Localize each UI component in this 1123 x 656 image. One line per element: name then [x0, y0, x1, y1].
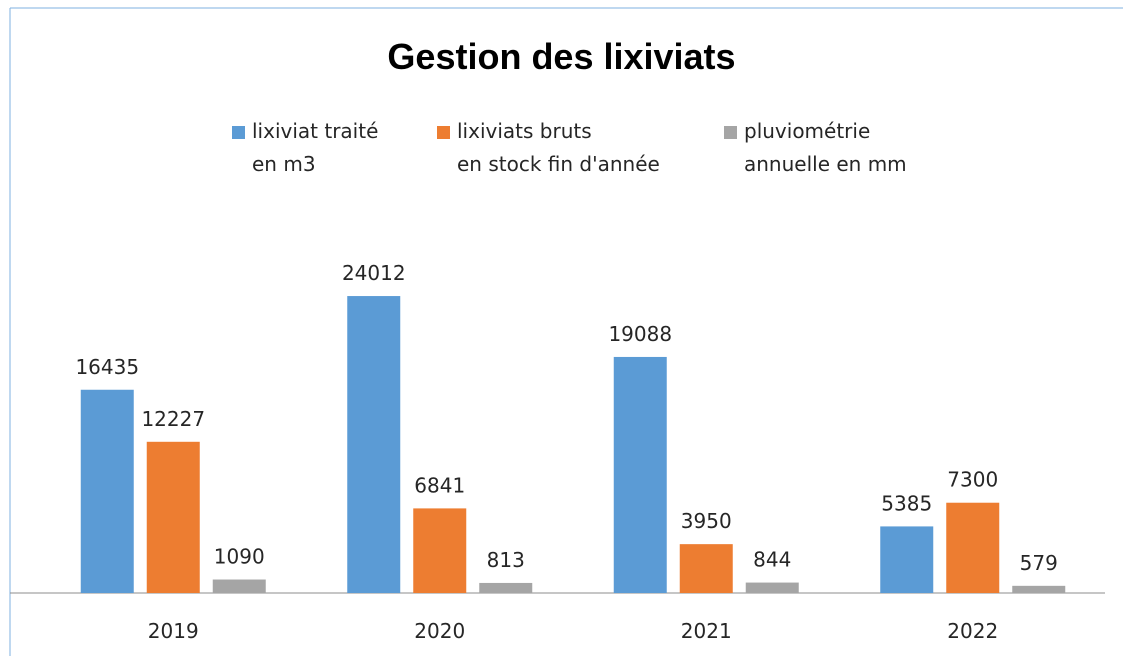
bar — [679, 544, 733, 593]
chart-title: Gestion des lixiviats — [387, 36, 736, 77]
legend-swatch — [232, 126, 245, 139]
legend-label: pluviométrie annuelle en mm — [744, 119, 907, 176]
legend-label: lixiviat traité en m3 — [252, 119, 379, 176]
x-tick-label: 2019 — [148, 619, 199, 643]
value-label: 813 — [487, 548, 525, 572]
value-label: 19088 — [608, 322, 672, 346]
bar — [413, 508, 467, 593]
bar — [146, 441, 200, 593]
legend-swatch — [437, 126, 450, 139]
legend-swatch — [724, 126, 737, 139]
bar — [613, 356, 667, 593]
bar — [479, 582, 533, 593]
value-label: 844 — [753, 548, 791, 572]
value-label: 24012 — [342, 261, 406, 285]
bar — [880, 526, 934, 593]
value-label: 579 — [1020, 551, 1058, 575]
value-label: 5385 — [881, 491, 932, 515]
value-label: 16435 — [75, 355, 139, 379]
bar — [745, 582, 799, 593]
bar — [212, 579, 266, 593]
value-label: 1090 — [214, 545, 265, 569]
value-label: 7300 — [947, 468, 998, 492]
x-tick-label: 2022 — [947, 619, 998, 643]
bar — [1012, 585, 1066, 593]
x-tick-label: 2021 — [681, 619, 732, 643]
bar — [80, 389, 134, 593]
x-tick-label: 2020 — [414, 619, 465, 643]
bar — [946, 502, 1000, 593]
value-label: 3950 — [681, 509, 732, 533]
value-label: 12227 — [141, 407, 205, 431]
legend-label: lixiviats bruts en stock fin d'année — [457, 119, 660, 176]
bar — [347, 296, 401, 593]
legend-item: pluviométrie annuelle en mm — [724, 119, 907, 181]
legend-item: lixiviats bruts en stock fin d'année — [437, 119, 660, 181]
legend-item: lixiviat traité en m3 — [232, 119, 378, 181]
value-label: 6841 — [414, 473, 465, 497]
